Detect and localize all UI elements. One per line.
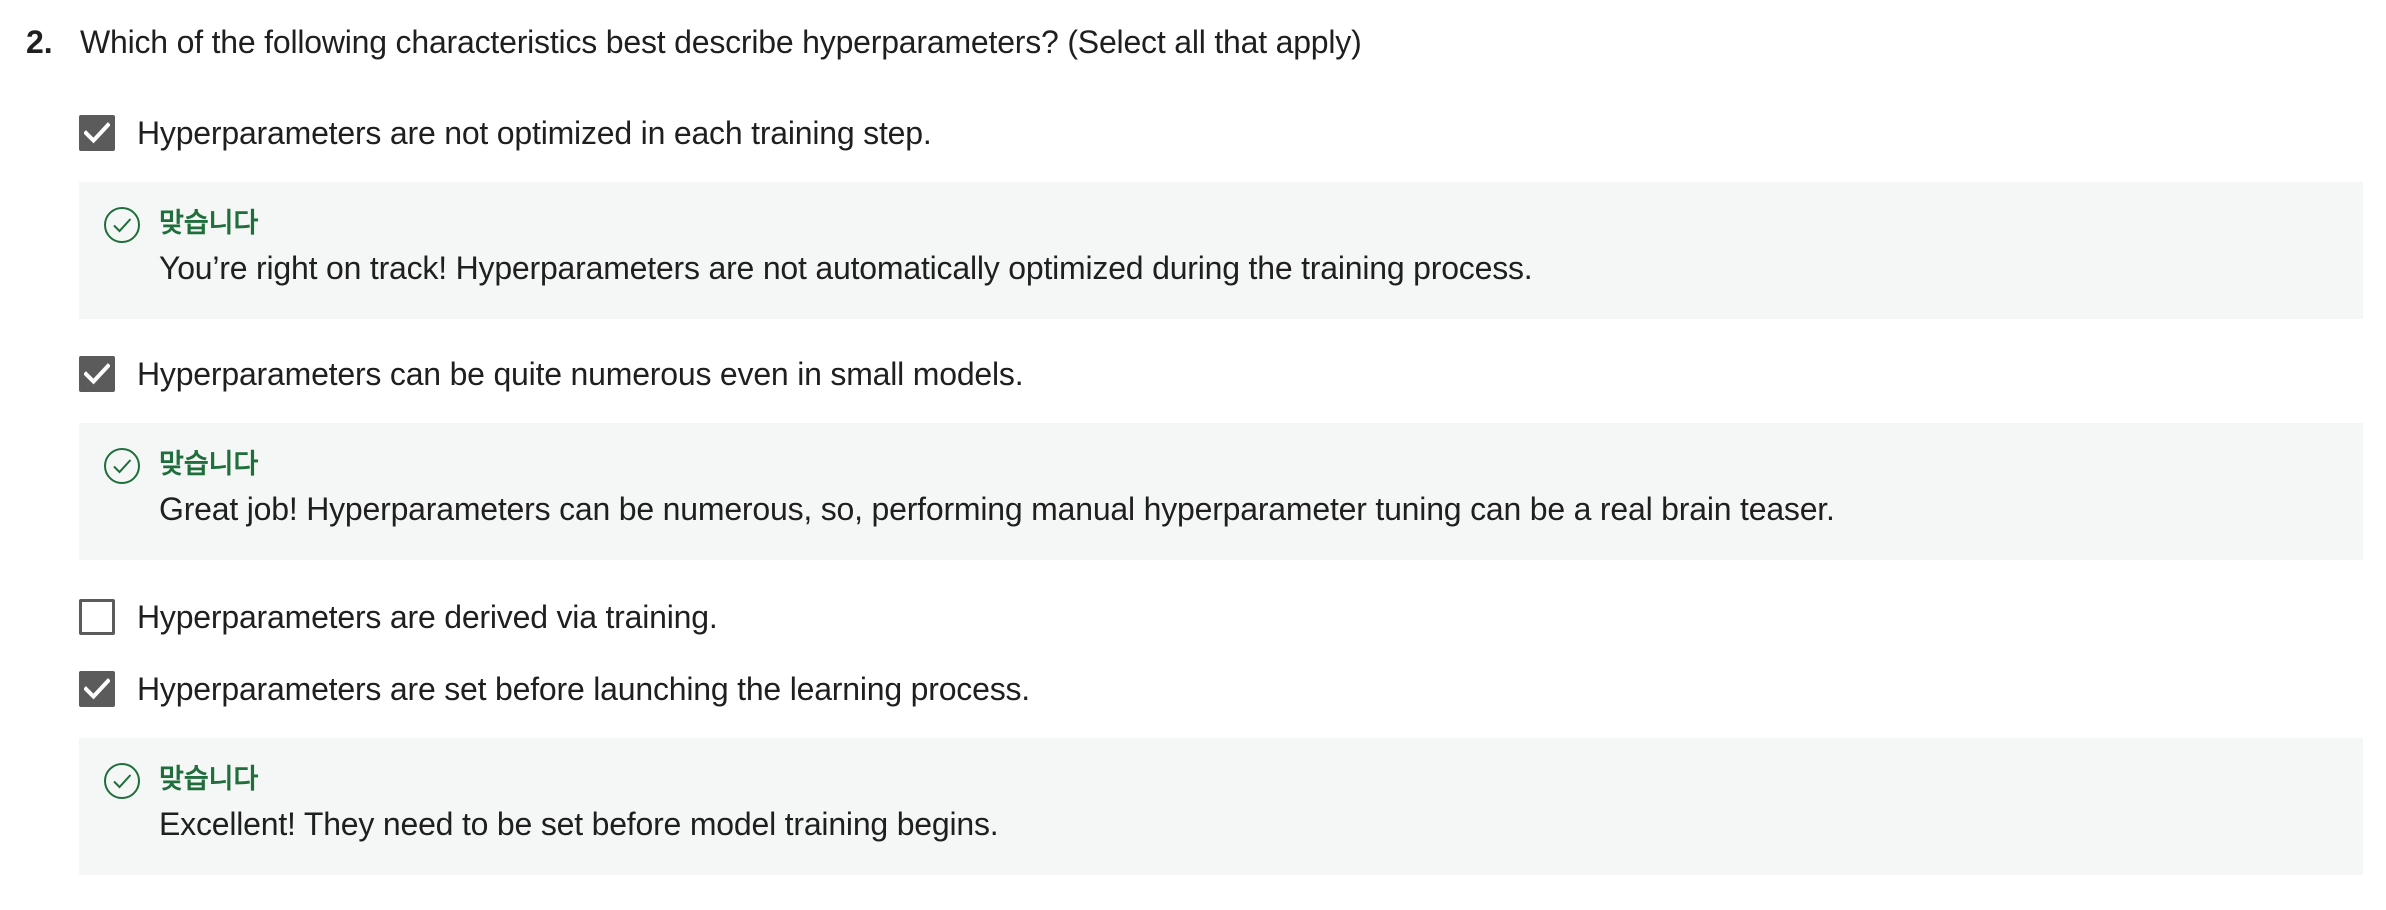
option-label: Hyperparameters are not optimized in eac… xyxy=(137,115,932,151)
feedback-status: 맞습니다 xyxy=(159,764,259,795)
checkmark-icon xyxy=(84,678,110,700)
checkbox-unchecked[interactable] xyxy=(79,599,115,635)
feedback-text: Excellent! They need to be set before mo… xyxy=(159,806,999,842)
option-4[interactable]: Hyperparameters are set before launching… xyxy=(79,667,1030,711)
option-label: Hyperparameters are derived via training… xyxy=(137,599,718,635)
feedback-panel: 맞습니다 Excellent! They need to be set befo… xyxy=(79,738,2363,875)
checkbox-checked[interactable] xyxy=(79,356,115,392)
checkmark-icon xyxy=(84,363,110,385)
feedback-panel: 맞습니다 You’re right on track! Hyperparamet… xyxy=(79,182,2363,319)
feedback-status: 맞습니다 xyxy=(159,208,259,239)
checkbox-checked[interactable] xyxy=(79,115,115,151)
option-2[interactable]: Hyperparameters can be quite numerous ev… xyxy=(79,352,1024,396)
question-header: 2. Which of the following characteristic… xyxy=(26,20,1362,64)
feedback-text: You’re right on track! Hyperparameters a… xyxy=(159,250,1533,286)
check-circle-icon xyxy=(104,448,140,484)
checkmark-icon xyxy=(84,122,110,144)
feedback-text: Great job! Hyperparameters can be numero… xyxy=(159,491,1835,527)
check-circle-icon xyxy=(104,763,140,799)
option-label: Hyperparameters are set before launching… xyxy=(137,671,1030,707)
checkbox-checked[interactable] xyxy=(79,671,115,707)
check-circle-icon xyxy=(104,207,140,243)
question-text: Which of the following characteristics b… xyxy=(80,24,1362,60)
question-number: 2. xyxy=(26,24,53,60)
option-3[interactable]: Hyperparameters are derived via training… xyxy=(79,595,718,639)
option-1[interactable]: Hyperparameters are not optimized in eac… xyxy=(79,111,932,155)
option-label: Hyperparameters can be quite numerous ev… xyxy=(137,356,1024,392)
feedback-panel: 맞습니다 Great job! Hyperparameters can be n… xyxy=(79,423,2363,560)
feedback-status: 맞습니다 xyxy=(159,449,259,480)
